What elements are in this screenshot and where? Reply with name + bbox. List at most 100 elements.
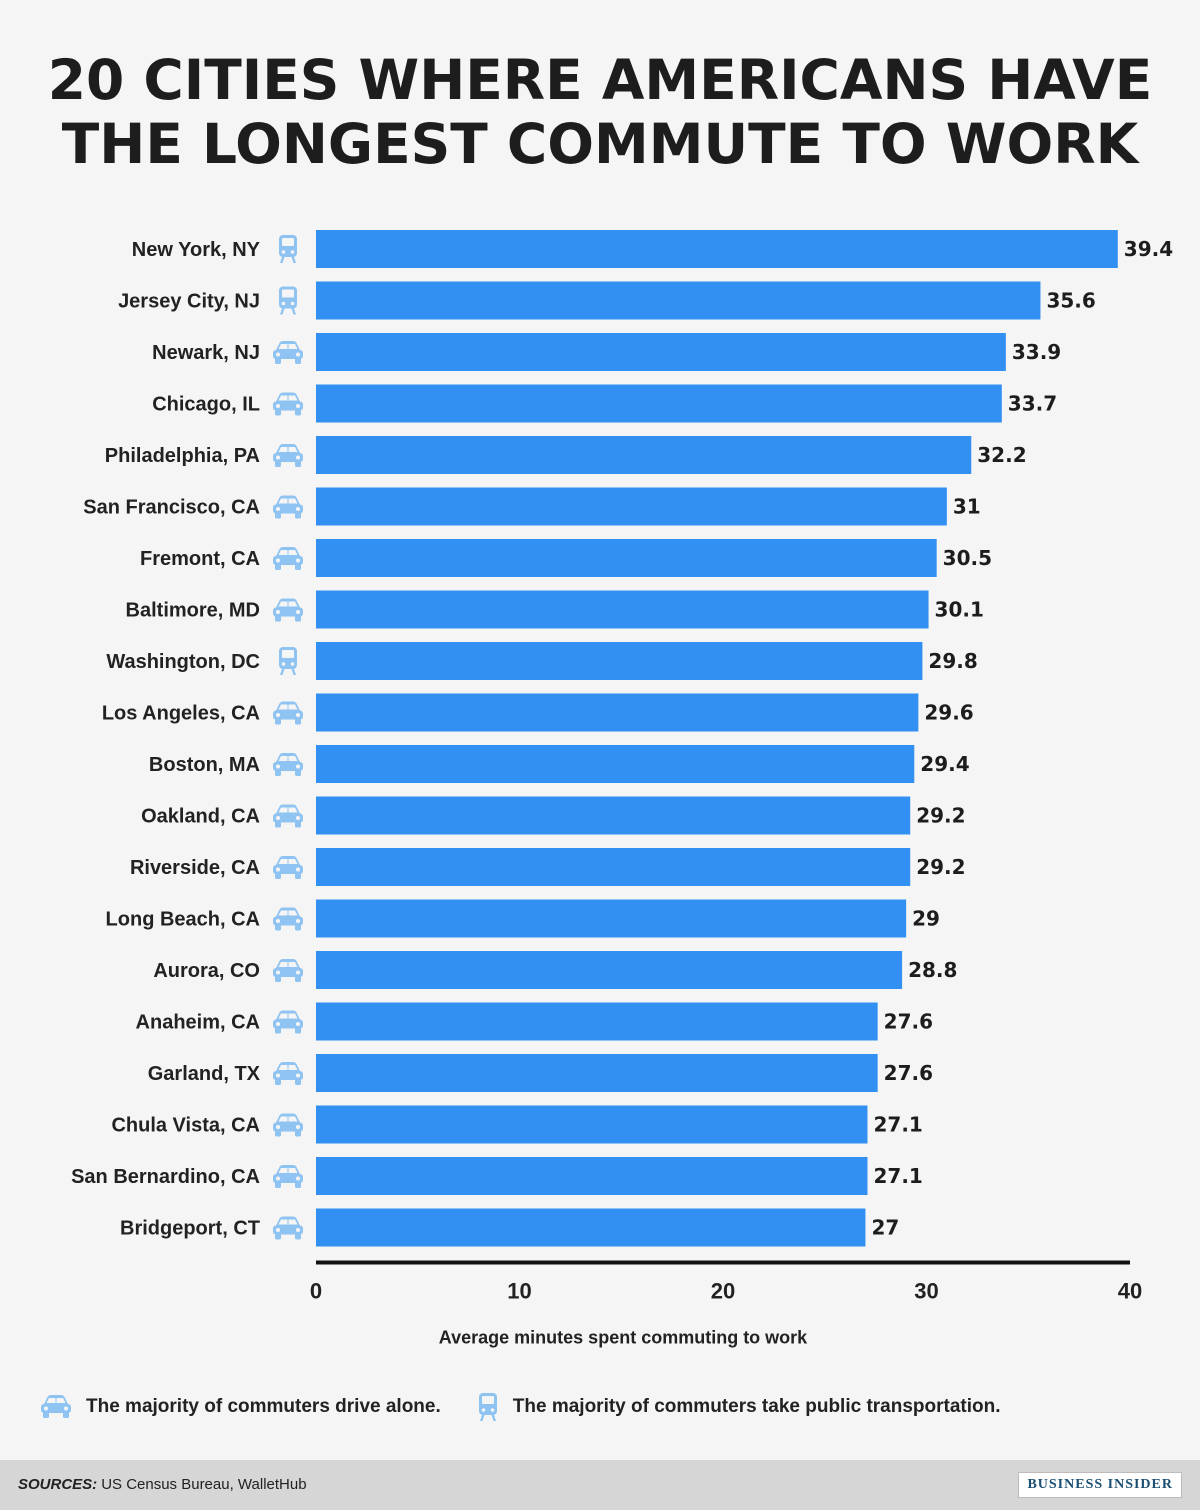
value-label: 27.6 — [884, 1061, 933, 1085]
category-label: Chicago, IL — [152, 394, 260, 416]
value-label: 33.7 — [1008, 392, 1057, 416]
bar — [316, 899, 907, 938]
car-icon — [273, 495, 303, 519]
bar — [316, 230, 1118, 268]
value-label: 27.1 — [873, 1164, 922, 1188]
x-tick-label: 0 — [310, 1279, 322, 1304]
category-label: Bridgeport, CT — [120, 1218, 260, 1240]
value-label: 29 — [912, 907, 940, 931]
car-icon — [273, 959, 303, 982]
car-icon — [273, 1216, 303, 1240]
bar — [316, 1054, 878, 1092]
train-icon — [279, 286, 297, 315]
train-icon — [279, 235, 297, 263]
bar — [316, 1002, 878, 1041]
bar — [316, 796, 911, 835]
value-label: 39.4 — [1124, 237, 1173, 261]
x-axis-title: Average minutes spent commuting to work — [439, 1328, 808, 1348]
bar — [316, 745, 915, 783]
value-label: 29.2 — [916, 804, 965, 828]
value-label: 29.2 — [916, 855, 965, 879]
bar — [316, 951, 903, 989]
car-icon — [273, 598, 303, 622]
bar — [316, 693, 919, 732]
value-label: 27.6 — [884, 1010, 933, 1034]
bar — [316, 333, 1006, 371]
x-tick-label: 40 — [1118, 1279, 1142, 1304]
value-label: 33.9 — [1012, 340, 1061, 364]
category-label: Oakland, CA — [141, 806, 260, 828]
car-icon — [273, 804, 303, 828]
brand-logo: BUSINESS INSIDER — [1018, 1472, 1182, 1498]
category-label: Long Beach, CA — [106, 909, 260, 931]
value-label: 30.1 — [935, 598, 984, 622]
sources-text: US Census Bureau, WalletHub — [101, 1476, 307, 1493]
value-label: 32.2 — [977, 443, 1026, 467]
value-label: 29.4 — [920, 752, 969, 776]
bar — [316, 642, 923, 680]
car-icon — [273, 392, 303, 416]
title-line-2: THE LONGEST COMMUTE TO WORK — [61, 112, 1139, 176]
category-label: Jersey City, NJ — [118, 291, 260, 313]
category-label: Washington, DC — [106, 651, 260, 673]
category-label: Philadelphia, PA — [105, 445, 260, 467]
car-icon — [41, 1395, 71, 1418]
value-label: 28.8 — [908, 958, 957, 982]
category-label: Garland, TX — [148, 1063, 261, 1085]
x-tick-label: 30 — [914, 1279, 938, 1304]
category-label: Boston, MA — [149, 754, 260, 776]
category-label: Aurora, CO — [153, 960, 260, 982]
bar — [316, 384, 1002, 423]
category-label: Riverside, CA — [130, 857, 260, 879]
car-icon — [273, 444, 303, 467]
bar — [316, 436, 972, 474]
car-icon — [273, 701, 303, 725]
sources-label: SOURCES: — [18, 1476, 98, 1493]
car-icon — [273, 1010, 303, 1034]
bar — [316, 1105, 868, 1144]
value-label: 29.6 — [924, 701, 973, 725]
category-label: Fremont, CA — [140, 548, 260, 570]
legend-item-transit: The majority of commuters take public tr… — [477, 1392, 1001, 1422]
category-label: Baltimore, MD — [126, 600, 260, 622]
bar — [316, 1157, 868, 1195]
x-tick-label: 20 — [711, 1279, 735, 1304]
legend: The majority of commuters drive alone. T… — [40, 1392, 1037, 1422]
value-label: 35.6 — [1046, 289, 1095, 313]
car-icon — [273, 1165, 303, 1188]
legend-car-label: The majority of commuters drive alone. — [86, 1396, 441, 1417]
category-label: Newark, NJ — [152, 342, 260, 364]
title-line-1: 20 CITIES WHERE AMERICANS HAVE — [47, 48, 1153, 112]
legend-item-car: The majority of commuters drive alone. — [40, 1394, 441, 1420]
car-icon — [273, 753, 303, 776]
bar — [316, 487, 947, 526]
bar — [316, 1208, 866, 1247]
value-label: 27.1 — [873, 1113, 922, 1137]
category-label: Los Angeles, CA — [102, 703, 260, 725]
legend-transit-label: The majority of commuters take public tr… — [512, 1396, 1001, 1417]
category-label: San Bernardino, CA — [71, 1166, 260, 1188]
chart-title: 20 CITIES WHERE AMERICANS HAVE THE LONGE… — [0, 48, 1200, 176]
category-label: New York, NY — [132, 239, 261, 261]
category-label: San Francisco, CA — [83, 497, 260, 519]
bar — [316, 590, 929, 629]
car-icon — [273, 1062, 303, 1085]
train-icon — [279, 647, 297, 675]
category-label: Chula Vista, CA — [111, 1115, 260, 1137]
car-icon — [273, 341, 303, 364]
car-icon — [273, 907, 303, 931]
car-icon — [273, 1113, 303, 1137]
bar-chart: New York, NY 39.4 Jersey City, NJ 35.6 Newar… — [71, 230, 1173, 1348]
bar — [316, 281, 1041, 320]
bar — [316, 848, 911, 886]
category-label: Anaheim, CA — [136, 1012, 260, 1034]
train-icon — [478, 1393, 497, 1421]
value-label: 27 — [871, 1216, 899, 1240]
footer: SOURCES: US Census Bureau, WalletHub BUSI… — [0, 1460, 1200, 1510]
car-icon — [273, 547, 303, 570]
x-tick-label: 10 — [507, 1279, 531, 1304]
sources: SOURCES: US Census Bureau, WalletHub — [18, 1476, 307, 1493]
value-label: 30.5 — [943, 546, 992, 570]
value-label: 29.8 — [928, 649, 977, 673]
bar — [316, 539, 937, 577]
